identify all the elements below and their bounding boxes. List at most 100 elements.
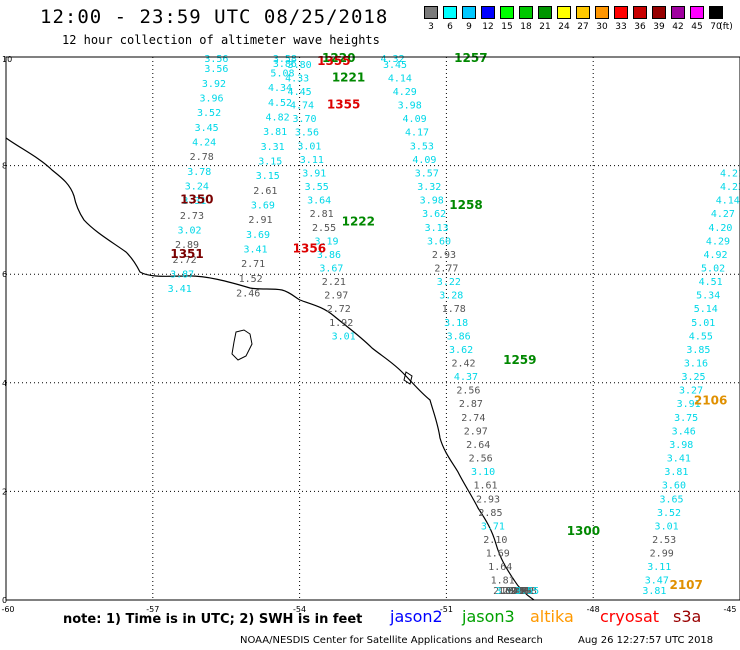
swh-value: 3.78 bbox=[187, 167, 211, 178]
legend-swatch bbox=[443, 6, 457, 19]
swh-value: 1.69 bbox=[486, 549, 510, 560]
pass-time-label: 1356 bbox=[293, 241, 326, 255]
swh-value: 3.19 bbox=[314, 236, 338, 247]
page-subtitle: 12 hour collection of altimeter wave hei… bbox=[62, 33, 380, 47]
swh-value: 4.09 bbox=[403, 114, 427, 125]
swh-value: 3.62 bbox=[449, 345, 473, 356]
legend-label: 12 bbox=[482, 22, 494, 32]
swh-value: 3.86 bbox=[317, 250, 341, 261]
swh-value: 3.22 bbox=[437, 277, 461, 288]
swh-value: 3.56 bbox=[204, 64, 228, 75]
legend-label: 9 bbox=[466, 22, 472, 32]
legend-swatch bbox=[595, 6, 609, 19]
pass-time-label: 1258 bbox=[449, 198, 482, 212]
swh-value: 3.98 bbox=[398, 101, 422, 112]
swh-value: 3.56 bbox=[295, 128, 319, 139]
swh-value: 1.64 bbox=[488, 562, 512, 573]
swh-value: 3.86 bbox=[447, 331, 471, 342]
sat-s3a: s3a bbox=[673, 607, 702, 626]
swh-value: 3.01 bbox=[655, 521, 679, 532]
swh-value: 3.52 bbox=[197, 108, 221, 119]
swh-value: 0.59 bbox=[508, 586, 532, 597]
swh-value: 2.97 bbox=[324, 291, 348, 302]
pass-time-label: 1220 bbox=[322, 51, 355, 65]
swh-value: 3.98 bbox=[420, 196, 444, 207]
swh-value: 4.21 bbox=[720, 168, 740, 179]
swh-value: 4.34 bbox=[268, 83, 292, 94]
swh-value: 3.16 bbox=[684, 359, 708, 370]
swh-value: 2.73 bbox=[180, 211, 204, 222]
swh-value: 2.72 bbox=[327, 304, 351, 315]
swh-value: 4.92 bbox=[703, 250, 727, 261]
swh-value: 4.09 bbox=[412, 155, 436, 166]
sat-jason2: jason2 bbox=[390, 607, 443, 626]
swh-value: 3.60 bbox=[662, 481, 686, 492]
swh-value: 2.56 bbox=[469, 454, 493, 465]
swh-value: 3.62 bbox=[422, 209, 446, 220]
legend-label: 30 bbox=[596, 22, 608, 32]
swh-value: 4.82 bbox=[266, 113, 290, 124]
coastline bbox=[5, 137, 535, 601]
swh-value: 3.60 bbox=[427, 236, 451, 247]
legend-label: 42 bbox=[672, 22, 684, 32]
legend-swatch bbox=[690, 6, 704, 19]
pass-time-label: 2106 bbox=[694, 394, 727, 408]
legend-swatch bbox=[424, 6, 438, 19]
island bbox=[403, 371, 413, 385]
swh-value: 3.85 bbox=[686, 345, 710, 356]
swh-value: 2.93 bbox=[432, 250, 456, 261]
y-tick-label: 4 bbox=[2, 379, 7, 388]
swh-value: 1.52 bbox=[239, 274, 263, 285]
swh-value: 3.41 bbox=[168, 284, 192, 295]
swh-value: 3.81 bbox=[664, 467, 688, 478]
legend-unit: (ft) bbox=[719, 22, 733, 32]
swh-value: 3.75 bbox=[674, 413, 698, 424]
legend-swatch bbox=[481, 6, 495, 19]
sat-jason3: jason3 bbox=[462, 607, 515, 626]
swh-value: 4.37 bbox=[454, 372, 478, 383]
swh-value: 4.29 bbox=[706, 236, 730, 247]
swh-value: 5.14 bbox=[694, 304, 718, 315]
swh-value: 3.27 bbox=[679, 386, 703, 397]
swh-value: 4.33 bbox=[285, 73, 309, 84]
swh-value: 2.93 bbox=[476, 494, 500, 505]
swh-value: 4.29 bbox=[393, 87, 417, 98]
swh-value: 3.55 bbox=[515, 586, 539, 597]
pass-time-label: 1351 bbox=[170, 247, 203, 261]
y-tick-label: 2 bbox=[2, 487, 7, 496]
swh-value: 3.81 bbox=[263, 127, 287, 138]
swh-value: 2.56 bbox=[456, 386, 480, 397]
swh-value: 3.11 bbox=[300, 155, 324, 166]
swh-value: 3.15 bbox=[258, 157, 282, 168]
swh-value: 2.98 bbox=[513, 586, 537, 597]
swh-value: 3.71 bbox=[481, 521, 505, 532]
swh-value: 2.71 bbox=[241, 259, 265, 270]
swh-value: 2.81 bbox=[310, 209, 334, 220]
swh-value: 3.55 bbox=[305, 182, 329, 193]
swh-value: 4.20 bbox=[708, 223, 732, 234]
swh-value: 3.11 bbox=[647, 562, 671, 573]
swh-value: 2.87 bbox=[459, 399, 483, 410]
swh-value: 4.17 bbox=[405, 128, 429, 139]
swh-value: 2.53 bbox=[652, 535, 676, 546]
swh-value: 1.61 bbox=[473, 481, 497, 492]
swh-value: 4.32 bbox=[381, 54, 405, 65]
swh-value: 1.92 bbox=[329, 318, 353, 329]
swh-value: 4.23 bbox=[720, 182, 740, 193]
swh-value: 1.78 bbox=[442, 304, 466, 315]
swh-values: 3.563.563.923.963.523.454.242.783.783.24… bbox=[168, 54, 740, 597]
y-tick-label: 8 bbox=[2, 162, 7, 171]
swh-value: 2.21 bbox=[322, 277, 346, 288]
y-tick-label: 10 bbox=[2, 55, 12, 64]
pass-time-label: 1221 bbox=[332, 70, 365, 84]
swh-value: 5.34 bbox=[696, 291, 720, 302]
swh-value: 3.28 bbox=[439, 291, 463, 302]
pass-time-label: 1300 bbox=[567, 524, 600, 538]
swh-value: 3.01 bbox=[496, 586, 520, 597]
timestamp: Aug 26 12:27:57 UTC 2018 bbox=[578, 635, 714, 646]
swh-value: 3.86 bbox=[273, 59, 297, 70]
page-title: 12:00 - 23:59 UTC 08/25/2018 bbox=[40, 6, 389, 28]
swh-value: 3.45 bbox=[383, 60, 407, 71]
